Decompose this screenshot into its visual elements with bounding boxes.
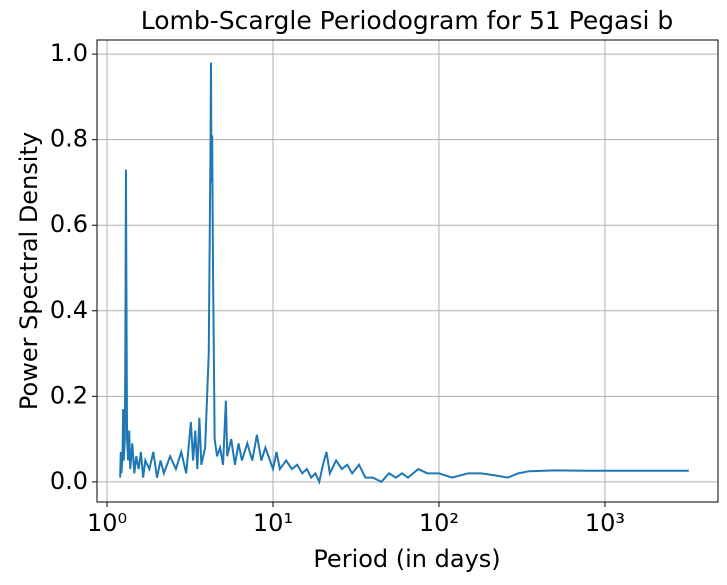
x-tick-label: 10¹ — [253, 509, 293, 537]
y-tick-label: 0.2 — [50, 381, 88, 409]
y-tick-label: 0.6 — [50, 210, 88, 238]
x-tick-label: 10³ — [585, 509, 625, 537]
y-tick-label: 0.8 — [50, 125, 88, 153]
chart-title: Lomb-Scargle Periodogram for 51 Pegasi b — [141, 6, 674, 35]
plot-frame — [96, 39, 719, 503]
data-line — [119, 62, 689, 486]
y-tick-label: 0.4 — [50, 296, 88, 324]
y-tick-label: 1.0 — [50, 39, 88, 67]
y-tick-label: 0.0 — [50, 467, 88, 495]
x-tick-label: 10⁰ — [87, 509, 127, 537]
x-axis-label: Period (in days) — [313, 545, 500, 573]
y-axis-label: Power Spectral Density — [15, 132, 43, 410]
x-tick-label: 10² — [419, 509, 459, 537]
